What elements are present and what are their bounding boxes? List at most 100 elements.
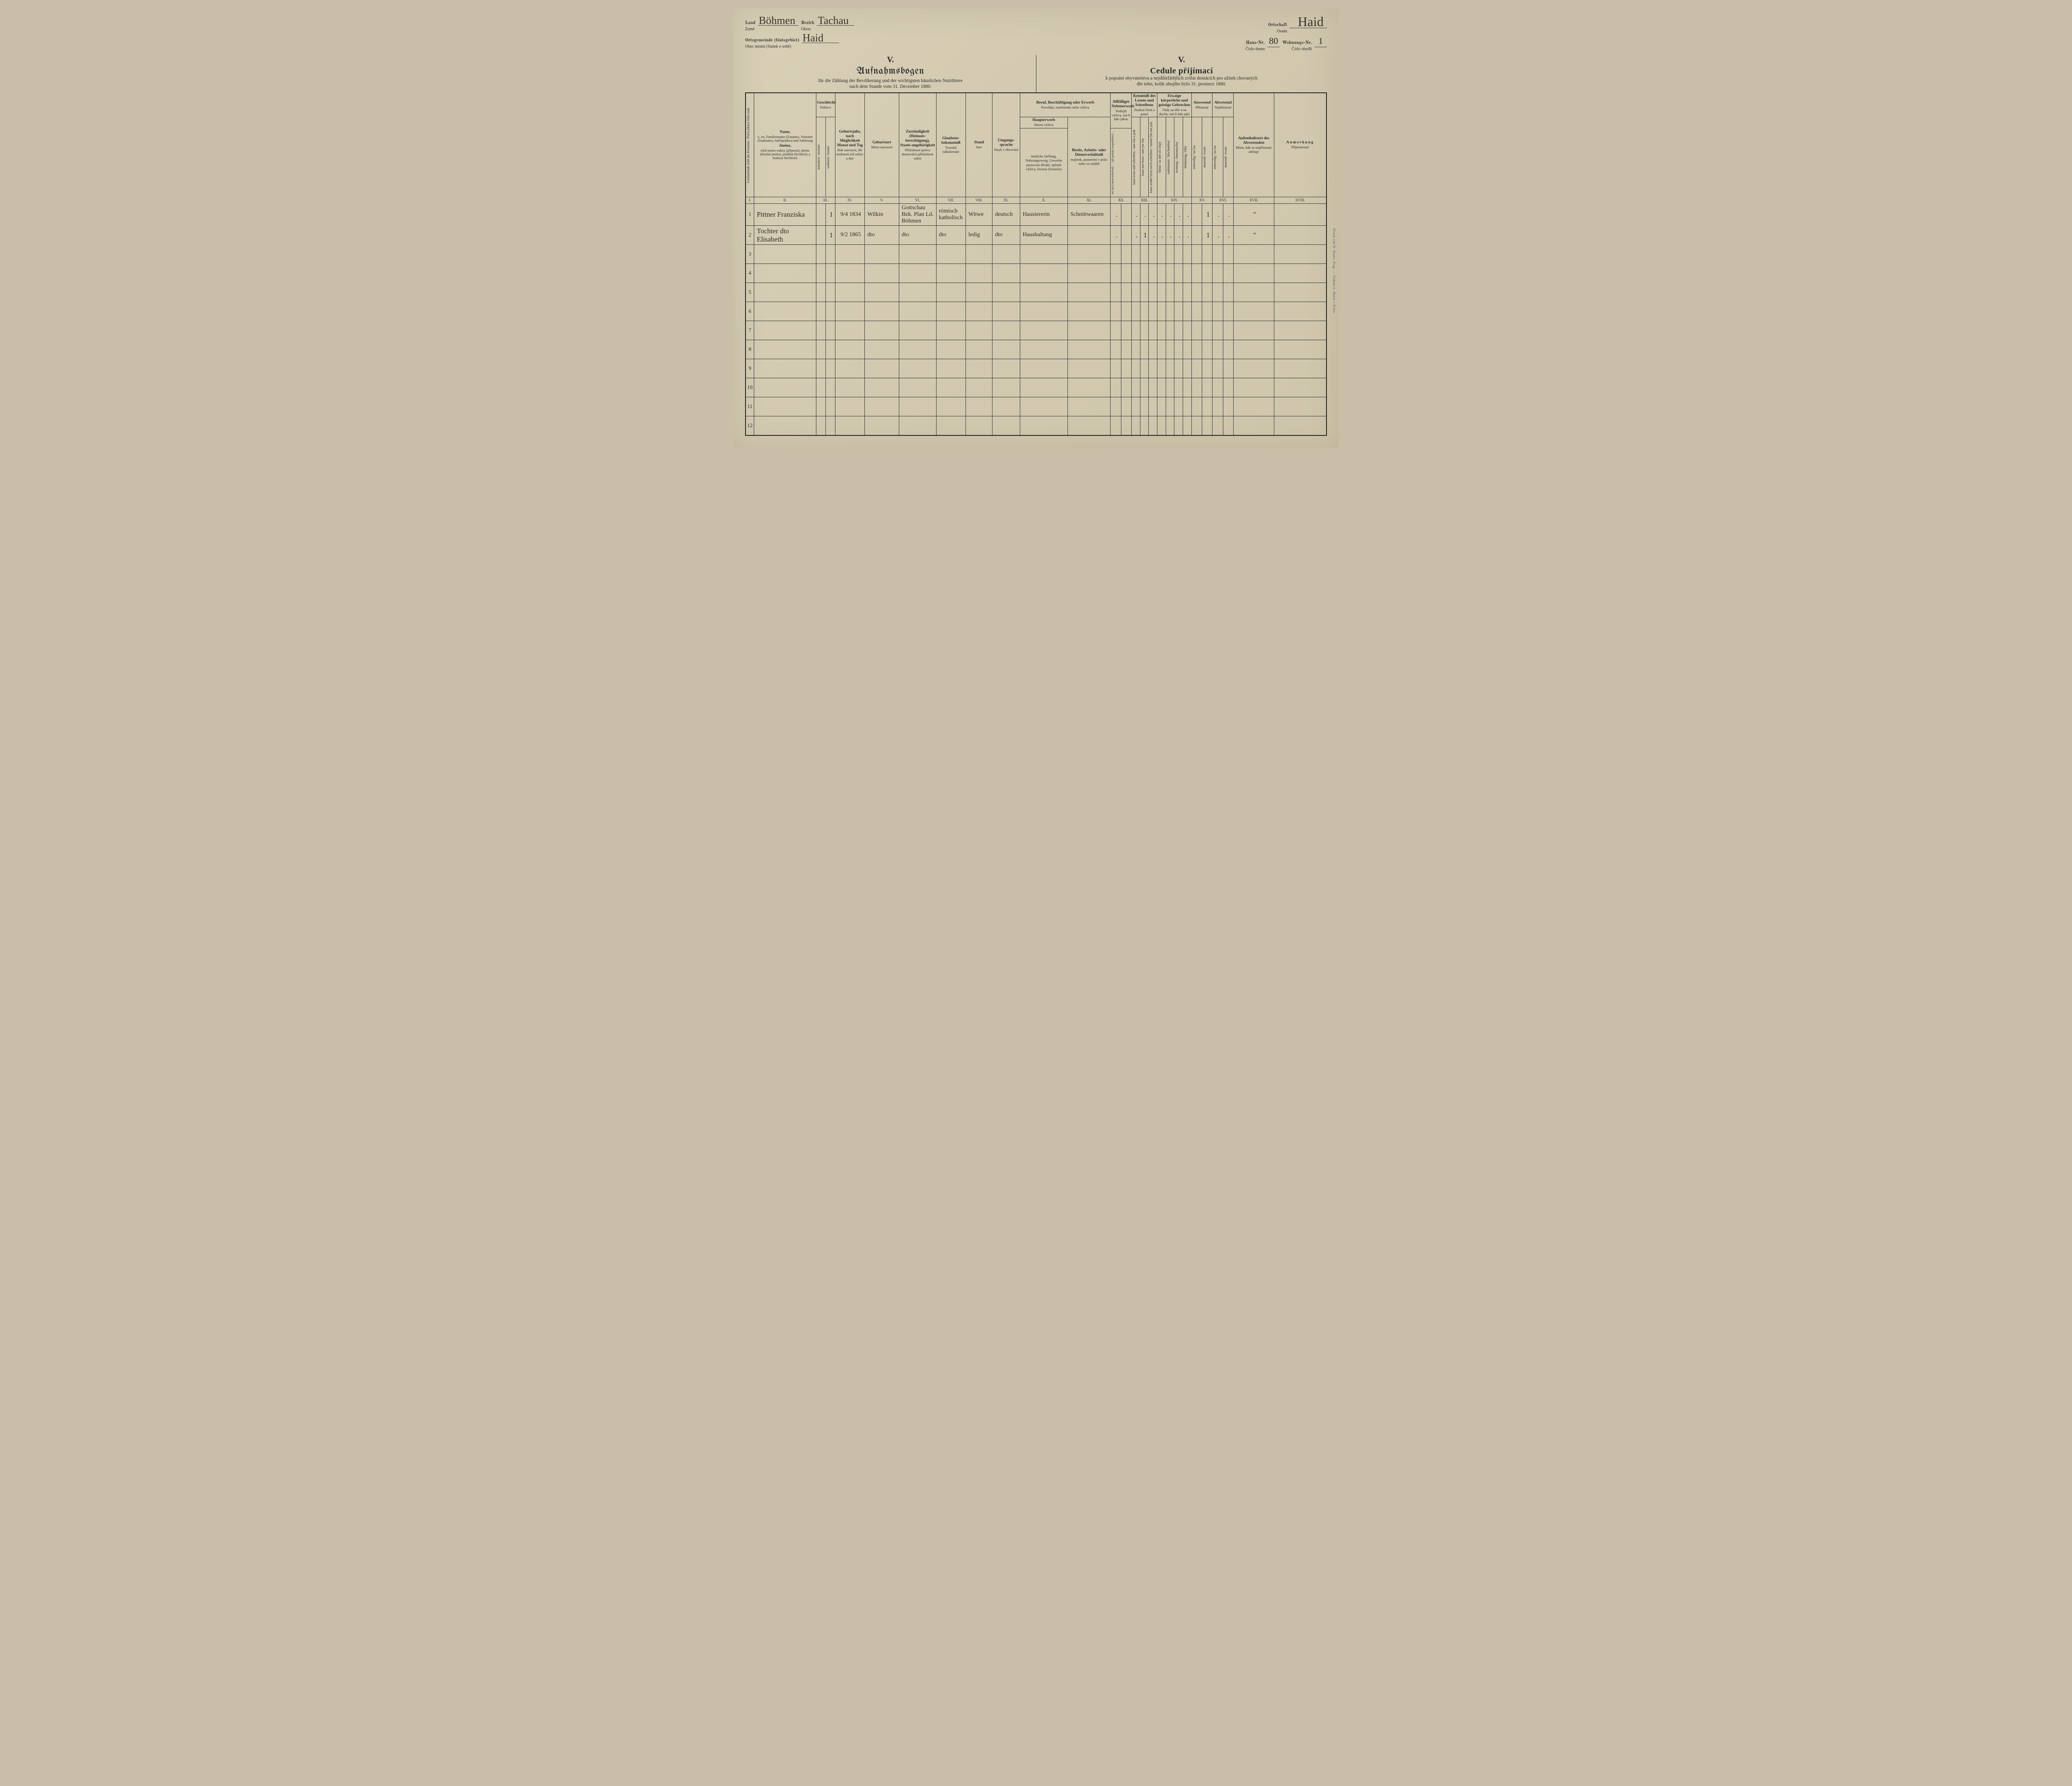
cell (899, 397, 936, 416)
cell (1191, 321, 1202, 340)
cell (1274, 359, 1326, 378)
cell: 11 (746, 397, 754, 416)
cell (1274, 283, 1326, 302)
cell (835, 416, 864, 435)
cell (1191, 302, 1202, 321)
rn-11: XI. (1067, 197, 1111, 203)
cell (816, 283, 825, 302)
cell (1202, 378, 1213, 397)
cell (936, 359, 966, 378)
subtitle-cz-1: k popsání obyvatelstva a nejdůležitějšíc… (1041, 76, 1323, 81)
cell (1213, 416, 1223, 435)
cell (966, 359, 992, 378)
cell (1166, 302, 1174, 321)
wohn-label-de: Wohnungs-Nr. (1282, 41, 1312, 45)
cell (936, 397, 966, 416)
cell (1067, 321, 1111, 340)
cell (1111, 397, 1121, 416)
cell (1111, 378, 1121, 397)
title-row: V. Aufnahmsbogen für die Zählung der Bev… (745, 55, 1327, 92)
cell (1274, 340, 1326, 359)
table-row: 2Tochter dto Elisabeth19/2 1865dtodtodto… (746, 226, 1326, 245)
ort-value: Haid (1290, 16, 1327, 28)
cell (1234, 359, 1274, 378)
cell (1166, 359, 1174, 378)
cell: Pittner Franziska (754, 203, 816, 225)
col-read-b: kann nur lesen / umí jen číst (1140, 117, 1149, 197)
ortsg-value: Haid (802, 33, 839, 43)
cell (1213, 283, 1223, 302)
cell (1131, 340, 1140, 359)
cell (1183, 321, 1192, 340)
land-value: Böhmen (758, 16, 799, 26)
cell (865, 245, 899, 264)
cell (754, 283, 816, 302)
cell: dto (865, 226, 899, 245)
bezirk-value: Tachau (817, 16, 854, 26)
cell (936, 302, 966, 321)
cell: . (1183, 226, 1192, 245)
cell (1174, 302, 1183, 321)
cell (1274, 321, 1326, 340)
bezirk-label-cz: Okres (801, 27, 811, 31)
cell (816, 378, 825, 397)
cell: dto (936, 226, 966, 245)
cell (1166, 416, 1174, 435)
cell (1174, 264, 1183, 283)
col-geb-c: irrsinnig / choromyslný (1174, 117, 1183, 197)
cell: . (1174, 226, 1183, 245)
cell: . (1213, 226, 1223, 245)
cell (1166, 264, 1174, 283)
col-read-a: kann lesen und schreiben / umí číst a ps… (1131, 117, 1140, 197)
cell: . (1111, 203, 1121, 225)
header-right: OrtschaftOsada Haid Haus-Nr.Číslo domu 8… (1246, 16, 1327, 53)
cell (1174, 416, 1183, 435)
cell (1213, 378, 1223, 397)
cell (992, 245, 1020, 264)
cell (1174, 283, 1183, 302)
cell (865, 264, 899, 283)
col-anmerkung: AnmerkungPřipomenutí (1274, 93, 1326, 197)
cell (1121, 245, 1131, 264)
cell (1166, 283, 1174, 302)
cell (1274, 416, 1326, 435)
cell (936, 340, 966, 359)
cell: 9/4 1834 (835, 203, 864, 225)
cell (1234, 340, 1274, 359)
col-haupterwerb-2: ämtliche Stellung, Nahrungszweig, Gewerb… (1020, 128, 1067, 197)
table-row: 10 (746, 378, 1326, 397)
cell (1149, 416, 1157, 435)
cell (936, 321, 966, 340)
cell (1140, 416, 1149, 435)
cell (1213, 245, 1223, 264)
cell (1157, 245, 1166, 264)
cell (1183, 340, 1192, 359)
haus-label-de: Haus-Nr. (1246, 41, 1265, 45)
cell (1140, 397, 1149, 416)
cell: . (1157, 203, 1166, 225)
cell (1149, 245, 1157, 264)
rn-2: II. (754, 197, 816, 203)
cell: 1 (746, 203, 754, 225)
cell (1202, 397, 1213, 416)
cell (1020, 245, 1067, 264)
rn-12: XII. (1111, 197, 1132, 203)
table-row: 12 (746, 416, 1326, 435)
haus-label-cz: Číslo domu (1246, 47, 1265, 51)
cell: . (1174, 203, 1183, 225)
cell (835, 397, 864, 416)
cell (992, 416, 1020, 435)
cell (1183, 245, 1192, 264)
cell (1149, 283, 1157, 302)
cell (825, 340, 835, 359)
cell: . (1223, 203, 1233, 225)
cell (1067, 245, 1111, 264)
cell (1020, 416, 1067, 435)
cell (1213, 359, 1223, 378)
cell (1140, 378, 1149, 397)
cell (825, 302, 835, 321)
cell (1174, 245, 1183, 264)
cell (754, 264, 816, 283)
cell (1191, 283, 1202, 302)
cell (1111, 302, 1121, 321)
